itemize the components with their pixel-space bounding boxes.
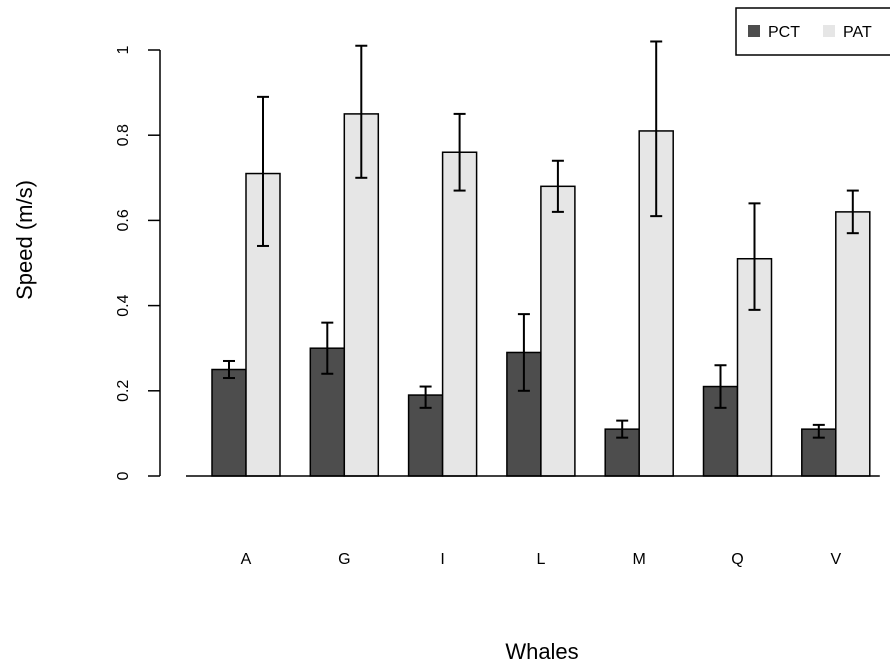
y-tick-label: 0.8: [115, 124, 132, 146]
y-tick-label: 0.6: [115, 209, 132, 231]
legend-swatch-pct: [748, 25, 760, 37]
x-tick-label: I: [440, 551, 444, 568]
error-bar-pct-a: [223, 359, 235, 380]
y-axis: 0 0.2 0.4 0.6 0.8 1: [115, 45, 161, 480]
bar-pat-i: [441, 151, 478, 477]
error-bar-pct-v: [812, 423, 825, 439]
error-bar-pat-q: [748, 202, 761, 311]
error-bar-pct-m: [616, 419, 629, 439]
y-tick-label: 0.2: [115, 380, 132, 402]
x-tick-label: M: [633, 551, 646, 568]
y-tick-label: 0.4: [115, 294, 132, 316]
bars-group: [186, 113, 880, 477]
x-tick-label: A: [241, 551, 252, 568]
bar-pct-a: [211, 368, 247, 477]
y-axis-title: Speed (m/s): [12, 180, 37, 300]
bar-pat-m: [638, 130, 674, 477]
legend-swatch-pat: [823, 25, 835, 37]
x-tick-label: Q: [731, 551, 743, 568]
y-tick-label: 1: [115, 45, 132, 54]
error-bar-pct-l: [517, 313, 530, 392]
legend-label-pat: PAT: [843, 24, 872, 41]
bar-pat-l: [540, 185, 576, 477]
error-bar-pat-l: [551, 159, 564, 213]
y-tick-label: 0: [115, 471, 132, 480]
error-bar-pct-g: [321, 321, 334, 375]
error-bar-pct-q: [714, 364, 727, 409]
x-tick-label: G: [338, 551, 350, 568]
x-tick-label: V: [830, 551, 841, 568]
error-bar-pct-i: [419, 385, 432, 409]
bar-pat-v: [835, 211, 871, 477]
legend-box: [735, 7, 890, 56]
error-bars-group: [223, 40, 859, 439]
x-axis-title: Whales: [505, 639, 578, 664]
legend-label-pct: PCT: [768, 24, 800, 41]
error-bar-pat-g: [355, 44, 368, 179]
error-bar-pat-i: [453, 112, 466, 192]
error-bar-pat-a: [257, 95, 269, 247]
error-bar-pat-m: [650, 40, 663, 218]
error-bar-pat-v: [846, 189, 859, 235]
legend: PCT PAT: [735, 7, 890, 56]
x-tick-label: L: [536, 551, 545, 568]
